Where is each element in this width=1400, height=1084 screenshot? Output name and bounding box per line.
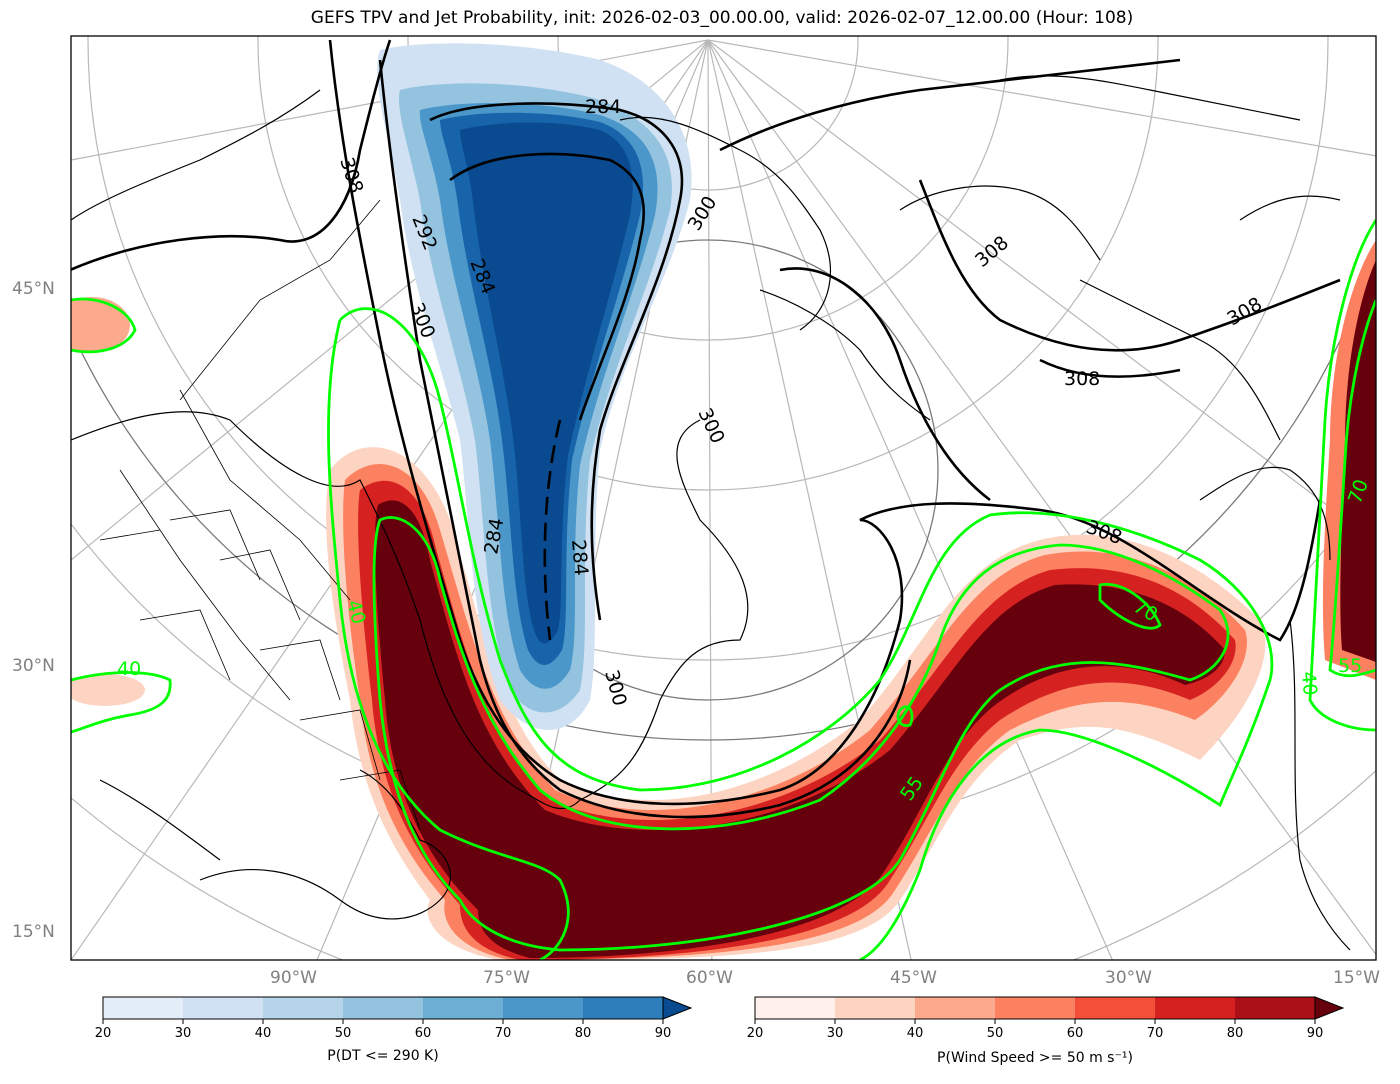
colorbar-segment — [503, 997, 584, 1019]
lon-label-30w: 30°W — [1105, 968, 1152, 988]
colorbar-tick-label: 90 — [654, 1026, 672, 1041]
colorbar-tick-label: 80 — [574, 1026, 592, 1041]
jet-probability-fill — [71, 240, 1376, 960]
colorbar-tick-label: 20 — [94, 1026, 112, 1041]
colorbar-tick-label: 40 — [254, 1026, 272, 1041]
lon-label-90w: 90°W — [270, 968, 317, 988]
colorbar-red — [754, 996, 1345, 1024]
colorbar-tick-label: 90 — [1306, 1026, 1324, 1041]
colorbar-segment — [183, 997, 264, 1019]
lon-label-60w: 60°W — [686, 968, 733, 988]
colorbar-frame — [754, 996, 1316, 1020]
colorbar-tick-label: 30 — [826, 1026, 844, 1041]
lat-label-30n: 30°N — [12, 656, 55, 676]
colorbar-segment — [423, 997, 504, 1019]
colorbar-segment — [1075, 997, 1156, 1019]
contour-label: 284 — [585, 96, 621, 118]
wind-contours — [71, 219, 1376, 960]
lat-label-15n: 15°N — [12, 922, 55, 942]
lat-label-45n: 45°N — [12, 279, 55, 299]
colorbar-frame — [102, 996, 664, 1020]
colorbar-blue-label: P(DT <= 290 K) — [327, 1048, 439, 1064]
colorbar-extend-arrow — [1314, 996, 1345, 1020]
contour-label: 308 — [1064, 368, 1100, 390]
colorbar-segment — [915, 997, 996, 1019]
colorbar-blue — [102, 996, 693, 1024]
colorbar-segment — [835, 997, 916, 1019]
colorbar-segment — [263, 997, 344, 1019]
colorbar-tick-label: 70 — [494, 1026, 512, 1041]
contour-label: 40 — [117, 658, 141, 680]
chart-title: GEFS TPV and Jet Probability, init: 2026… — [310, 8, 1134, 28]
colorbar-segment — [583, 997, 664, 1019]
state-borders — [99, 199, 421, 831]
colorbar-tick-label: 50 — [334, 1026, 352, 1041]
thickness-contour-labels: 284 308 292 284 300 300 308 308 308 300 … — [335, 96, 1266, 708]
colorbar-segment — [1155, 997, 1236, 1019]
colorbar-segment — [103, 997, 184, 1019]
tpv-probability-fill — [377, 43, 692, 730]
lon-label-75w: 75°W — [483, 968, 530, 988]
colorbar-tick-label: 20 — [746, 1026, 764, 1041]
colorbar-segment — [755, 997, 836, 1019]
contour-label: 55 — [1338, 655, 1362, 677]
colorbar-tick-label: 70 — [1146, 1026, 1164, 1041]
colorbar-extend-arrow — [662, 996, 693, 1020]
colorbar-tick-label: 30 — [174, 1026, 192, 1041]
lon-label-15w: 15°W — [1333, 968, 1380, 988]
thickness-contours — [71, 39, 1341, 819]
contour-label: 40 — [1297, 671, 1321, 697]
colorbar-tick-label: 60 — [1066, 1026, 1084, 1041]
colorbar-red-label: P(Wind Speed >= 50 m s⁻¹) — [937, 1050, 1133, 1066]
colorbar-tick-label: 60 — [414, 1026, 432, 1041]
colorbar-tick-label: 80 — [1226, 1026, 1244, 1041]
colorbar-segment — [343, 997, 424, 1019]
lon-label-45w: 45°W — [890, 968, 937, 988]
contour-label: 284 — [567, 539, 592, 577]
coastlines — [71, 75, 1351, 951]
colorbar-segment — [995, 997, 1076, 1019]
colorbar-segment — [1235, 997, 1316, 1019]
map-frame — [70, 35, 1377, 961]
colorbar-tick-label: 50 — [986, 1026, 1004, 1041]
colorbar-tick-label: 40 — [906, 1026, 924, 1041]
